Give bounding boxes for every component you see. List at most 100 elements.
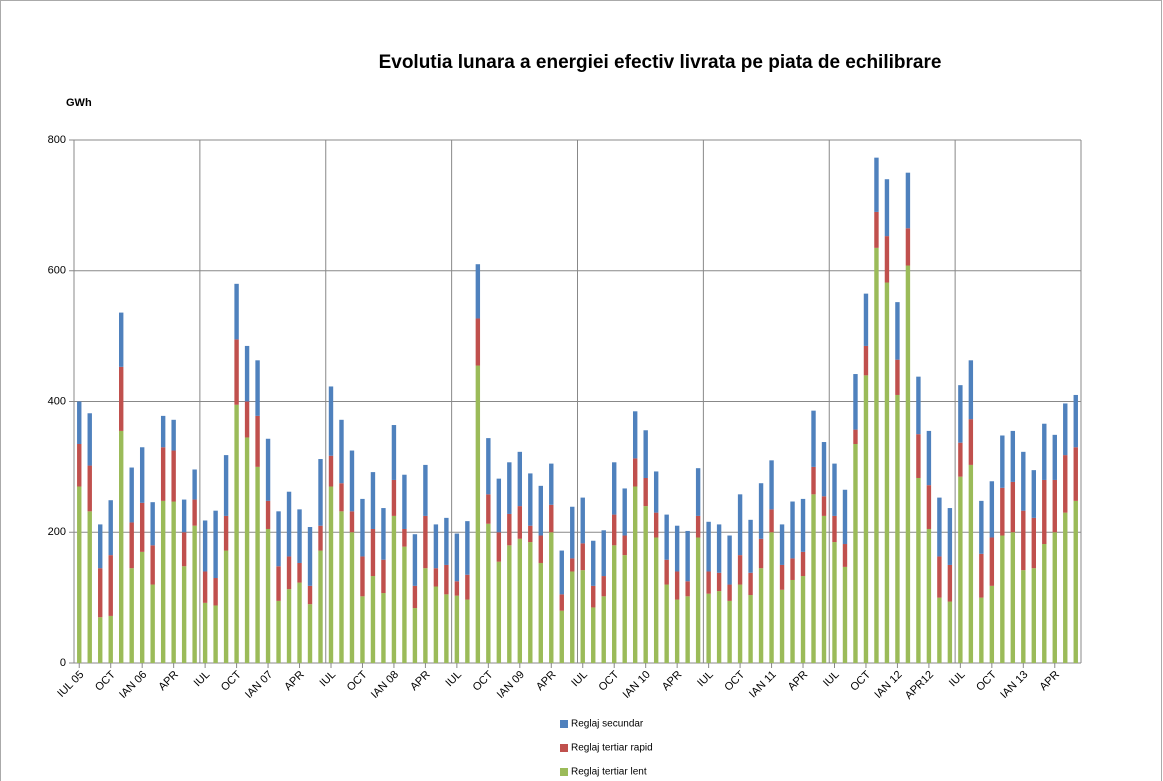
bar-segment	[1042, 479, 1047, 545]
bar-segment	[884, 179, 890, 237]
bar-segment	[454, 595, 460, 663]
bar-segment	[601, 530, 606, 577]
bar-segment	[244, 345, 250, 402]
bar-segment	[119, 430, 124, 663]
bar-segment	[381, 593, 386, 663]
y-tick-label: 0	[60, 657, 66, 669]
bar-segment	[674, 525, 680, 572]
bar-segment	[255, 360, 260, 416]
bar-segment	[695, 515, 701, 538]
bar-segment	[297, 509, 302, 563]
bar-segment	[1031, 470, 1036, 518]
bar-segment	[1000, 487, 1005, 536]
bar-segment	[1042, 544, 1047, 663]
bar-segment	[402, 546, 407, 663]
bar-segment	[465, 521, 470, 575]
bar-segment	[580, 570, 585, 663]
bar-segment	[1000, 535, 1005, 663]
bar-segment	[496, 478, 502, 533]
bar-segment	[412, 534, 418, 586]
bar-segment	[979, 500, 984, 554]
bar-segment	[139, 502, 145, 552]
bar-segment	[727, 600, 732, 663]
bar-segment	[706, 521, 711, 572]
bar-segment	[632, 411, 638, 459]
bar-segment	[1052, 532, 1057, 663]
bar-segment	[276, 566, 281, 601]
bar-segment	[989, 585, 995, 663]
bar-segment	[307, 585, 313, 605]
bar-segment	[905, 228, 911, 266]
legend-swatch	[560, 744, 568, 752]
bar-segment	[150, 545, 155, 585]
bar-segment	[77, 486, 82, 663]
bar-segment	[402, 528, 407, 547]
bar-segment	[1010, 481, 1016, 533]
bar-segment	[87, 511, 92, 663]
bar-segment	[622, 488, 627, 536]
bar-segment	[349, 511, 355, 533]
bar-segment	[916, 477, 921, 663]
bar-segment	[800, 551, 806, 577]
bar-segment	[1073, 500, 1078, 663]
bar-segment	[790, 579, 795, 663]
bar-segment	[549, 532, 554, 663]
bar-segment	[612, 514, 617, 546]
bar-segment	[674, 599, 680, 663]
bar-segment	[328, 455, 334, 487]
bar-segment	[632, 486, 638, 663]
bar-segment	[884, 282, 890, 663]
bar-segment	[580, 497, 585, 544]
bar-segment	[1031, 517, 1036, 569]
bar-segment	[150, 502, 155, 546]
bar-segment	[181, 566, 187, 663]
bar-segment	[339, 419, 344, 484]
bar-segment	[486, 438, 491, 495]
y-tick-label: 800	[48, 134, 66, 146]
bar-segment	[192, 499, 197, 526]
bar-segment	[958, 385, 963, 443]
bar-segment	[758, 483, 764, 539]
bar-segment	[1021, 510, 1026, 571]
bar-segment	[1000, 435, 1005, 488]
bar-segment	[465, 574, 470, 600]
bar-segment	[318, 525, 323, 551]
bar-segment	[842, 566, 848, 663]
bar-segment	[244, 401, 250, 438]
bar-segment	[328, 386, 334, 456]
bar-segment	[874, 211, 879, 248]
bar-segment	[674, 571, 680, 600]
bar-segment	[716, 524, 722, 573]
bar-segment	[391, 425, 397, 480]
bar-segment	[160, 415, 166, 448]
bar-segment	[779, 564, 785, 590]
bar-segment	[612, 462, 617, 515]
bar-segment	[874, 157, 879, 212]
bar-segment	[811, 494, 816, 663]
bar-segment	[874, 247, 879, 663]
bar-segment	[664, 514, 669, 560]
bar-segment	[1052, 479, 1057, 533]
bar-segment	[853, 443, 858, 663]
bar-segment	[926, 528, 932, 663]
bar-segment	[255, 415, 260, 467]
bar-segment	[496, 532, 502, 562]
bar-segment	[391, 515, 397, 663]
bar-segment	[139, 447, 145, 503]
bar-segment	[790, 558, 795, 580]
bar-segment	[895, 302, 900, 360]
bar-segment	[737, 494, 743, 556]
bar-segment	[559, 610, 564, 663]
bar-segment	[706, 593, 711, 663]
bar-segment	[328, 486, 334, 663]
bar-segment	[129, 522, 134, 569]
bar-segment	[958, 442, 963, 477]
legend-label: Reglaj tertiar lent	[571, 767, 647, 778]
bar-segment	[549, 504, 554, 533]
bar-segment	[842, 489, 848, 545]
bar-segment	[171, 450, 176, 502]
bar-segment	[1031, 568, 1036, 663]
bar-segment	[947, 601, 953, 663]
bar-segment	[811, 410, 816, 467]
bar-segment	[98, 524, 103, 569]
